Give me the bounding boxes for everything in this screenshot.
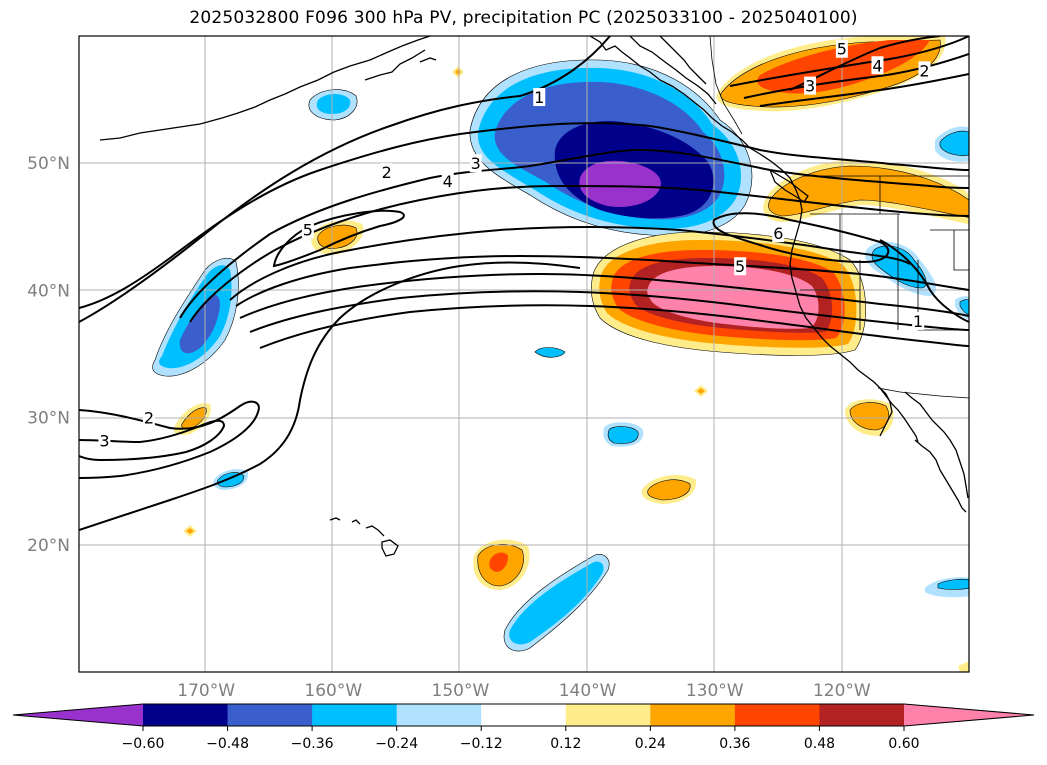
colorbar-segment bbox=[143, 704, 229, 726]
pv-label-bg bbox=[835, 39, 848, 58]
pv-label-bg bbox=[912, 311, 925, 330]
pv-contour-lower-1 bbox=[235, 254, 969, 307]
pv-label-bg bbox=[142, 408, 155, 427]
colorbar-segment bbox=[396, 704, 482, 726]
pv-contour-5-east bbox=[229, 226, 911, 301]
pv-contour-bc-2 bbox=[729, 36, 969, 87]
latitude-labels: 50°N 40°N 30°N 20°N bbox=[27, 154, 70, 556]
coast-mexico bbox=[939, 469, 967, 513]
pv-label-bg bbox=[469, 154, 482, 173]
lat-label: 20°N bbox=[27, 536, 70, 556]
pv-label-bg bbox=[98, 431, 111, 450]
colorbar-segment bbox=[819, 704, 905, 726]
pv-label-bg bbox=[871, 56, 884, 75]
pv-contour-label: 3 bbox=[99, 431, 109, 450]
colorbar-segment bbox=[650, 704, 736, 726]
pv-contour-label: 5 bbox=[735, 257, 745, 276]
pv-label-bg bbox=[441, 172, 454, 191]
colorbar-extend-low bbox=[13, 704, 143, 726]
longitude-labels: 170°W 160°W 150°W 140°W 130°W 120°W bbox=[177, 681, 871, 701]
pv-contour-label: 2 bbox=[144, 409, 154, 428]
lon-label: 140°W bbox=[559, 681, 617, 701]
colorbar-tick-label: 0.36 bbox=[719, 736, 750, 752]
map-frame bbox=[78, 35, 970, 673]
coast-vancouver-island bbox=[768, 168, 809, 203]
pv-contour-1-east bbox=[879, 239, 969, 323]
colorbar-tick-label: −0.24 bbox=[375, 736, 418, 752]
border-states bbox=[800, 176, 969, 331]
pv-label-bg bbox=[918, 61, 931, 80]
pv-contour-1-north bbox=[79, 36, 611, 323]
colorbar-tick-label: −0.60 bbox=[122, 736, 165, 752]
pv-contour-sw-3 bbox=[79, 419, 226, 462]
coastlines bbox=[99, 36, 969, 557]
pv-contour-label: 3 bbox=[471, 154, 481, 173]
pv-contour-label: 4 bbox=[872, 56, 882, 75]
coast-hawaii bbox=[329, 517, 399, 557]
pv-label-bg bbox=[734, 257, 747, 276]
map-title: 2025032800 F096 300 hPa PV, precipitatio… bbox=[189, 8, 858, 28]
colorbar-segment bbox=[481, 704, 567, 726]
political-borders bbox=[709, 36, 969, 399]
pv-contour-label: 5 bbox=[837, 40, 847, 59]
precip-blob-small-1 bbox=[534, 347, 566, 358]
pv-contour-label: 2 bbox=[919, 61, 929, 80]
colorbar: −0.60 −0.48 −0.36 −0.24 −0.12 0.12 0.24 0.36 0.4… bbox=[12, 703, 1035, 752]
pv-contour-sw-2 bbox=[79, 400, 260, 479]
lon-label: 150°W bbox=[432, 681, 490, 701]
pv-contours bbox=[79, 36, 969, 531]
colorbar-tick-label: 0.12 bbox=[550, 736, 581, 752]
lon-label: 120°W bbox=[813, 681, 871, 701]
colorbar-tick-label: 0.60 bbox=[888, 736, 919, 752]
lon-label: 160°W bbox=[304, 681, 362, 701]
colorbar-extend-high bbox=[904, 704, 1034, 726]
pv-contour-3 bbox=[179, 148, 969, 319]
pv-label-bg bbox=[772, 224, 785, 243]
pv-contour-4 bbox=[189, 184, 969, 323]
lat-label: 50°N bbox=[27, 154, 70, 174]
coast-gulf-alaska bbox=[589, 36, 803, 211]
colorbar-tick-label: −0.48 bbox=[206, 736, 249, 752]
colorbar-tick-label: 0.48 bbox=[804, 736, 835, 752]
colorbar-segment bbox=[734, 704, 820, 726]
pv-label-bg bbox=[533, 88, 546, 107]
pv-contour-label: 4 bbox=[443, 172, 453, 191]
precip-shading-positive bbox=[173, 36, 969, 672]
lon-label: 130°W bbox=[686, 681, 744, 701]
pv-contour-label: 3 bbox=[805, 77, 815, 96]
pv-contour-2 bbox=[79, 122, 969, 309]
coast-baja bbox=[879, 387, 919, 443]
colorbar-tick-label: −0.12 bbox=[460, 736, 503, 752]
precip-dot-4 bbox=[958, 661, 969, 672]
pv-label-bg bbox=[301, 220, 314, 239]
pv-contour-bc-4 bbox=[759, 73, 969, 107]
pv-contour-6 bbox=[712, 212, 890, 264]
pv-contour-south bbox=[79, 261, 581, 531]
lat-label: 40°N bbox=[27, 281, 70, 301]
colorbar-segment bbox=[227, 704, 313, 726]
pv-label-bg bbox=[380, 163, 393, 182]
pv-label-bg bbox=[804, 76, 817, 95]
pv-contour-label: 5 bbox=[303, 220, 313, 239]
colorbar-tick-label: −0.36 bbox=[291, 736, 334, 752]
border-us-mexico bbox=[877, 387, 969, 399]
border-alaska-canada bbox=[709, 36, 743, 135]
pv-contour-label: 2 bbox=[382, 163, 392, 182]
lat-label: 30°N bbox=[27, 409, 70, 429]
coast-gulf-california bbox=[904, 391, 969, 499]
coast-west-us bbox=[789, 209, 893, 437]
lon-label: 170°W bbox=[177, 681, 235, 701]
colorbar-segment bbox=[312, 704, 398, 726]
pv-contour-label: 6 bbox=[773, 224, 783, 243]
pv-contour-label: 1 bbox=[913, 312, 923, 331]
coast-alaska-aleutians bbox=[99, 36, 431, 141]
colorbar-tick-label: 0.24 bbox=[635, 736, 666, 752]
pv-contour-bc-3 bbox=[743, 53, 969, 99]
colorbar-segment bbox=[565, 704, 651, 726]
pv-contour-label: 1 bbox=[534, 88, 544, 107]
